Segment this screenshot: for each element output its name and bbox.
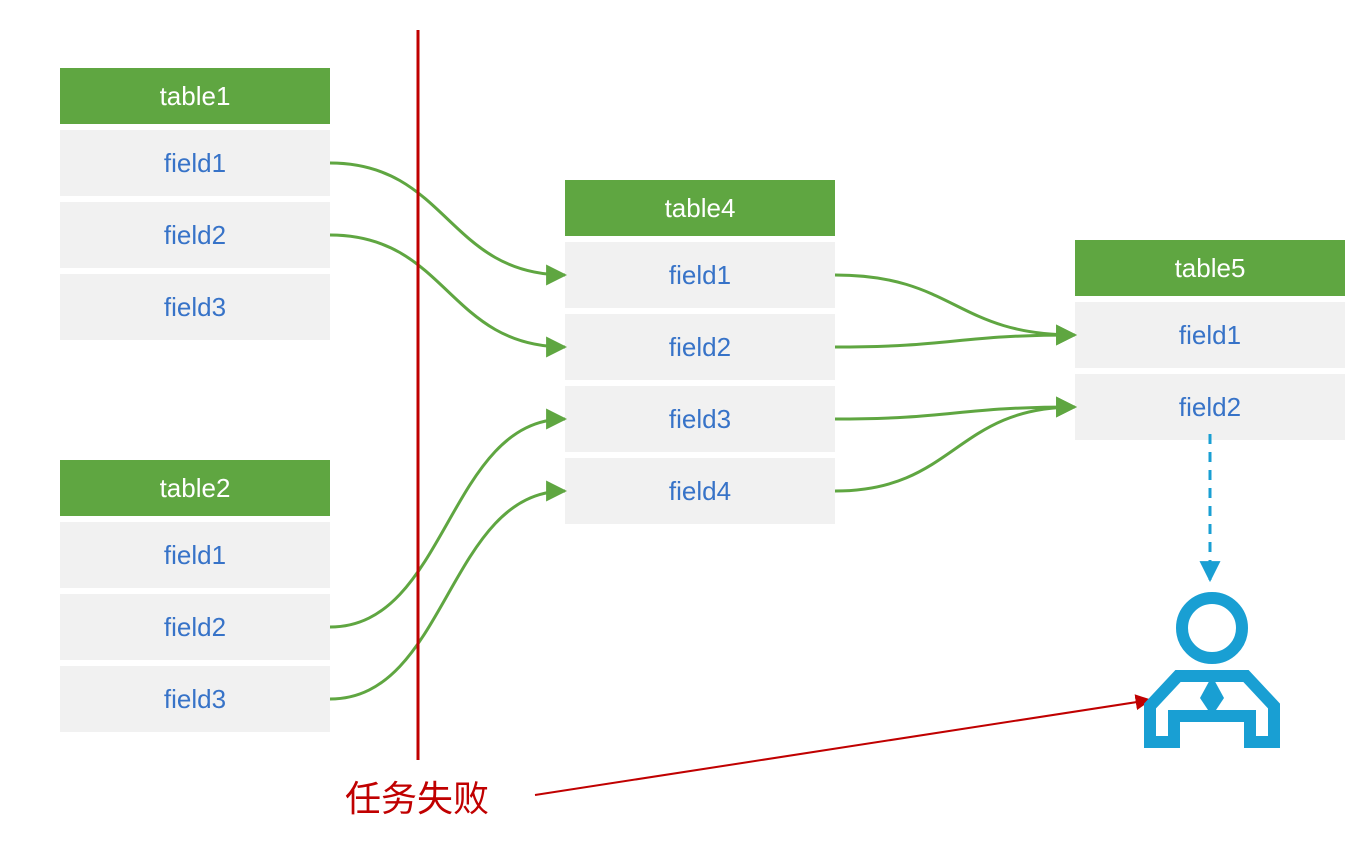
table4-field-field1: field1 <box>565 242 835 308</box>
edge-table2.field2-to-table4.field3 <box>330 419 565 627</box>
table4-field-field4: field4 <box>565 458 835 524</box>
table2-header: table2 <box>60 460 330 516</box>
table5: table5 field1field2 <box>1075 240 1345 440</box>
table2-field-field3: field3 <box>60 666 330 732</box>
edge-table4.field1-to-table5.field1 <box>835 275 1075 335</box>
table1-field-field2: field2 <box>60 202 330 268</box>
edge-table4.field2-to-table5.field1 <box>835 335 1075 347</box>
failure-label: 任务失败 <box>345 770 489 822</box>
failure-to-user-arrow <box>535 700 1150 795</box>
table1: table1 field1field2field3 <box>60 68 330 340</box>
table2-field-field2: field2 <box>60 594 330 660</box>
table1-field-field3: field3 <box>60 274 330 340</box>
table4-field-field2: field2 <box>565 314 835 380</box>
table1-header: table1 <box>60 68 330 124</box>
user-icon <box>1150 598 1274 742</box>
table5-field-field2: field2 <box>1075 374 1345 440</box>
table4: table4 field1field2field3field4 <box>565 180 835 524</box>
edge-table1.field2-to-table4.field2 <box>330 235 565 347</box>
table1-field-field1: field1 <box>60 130 330 196</box>
table2-field-field1: field1 <box>60 522 330 588</box>
edge-table4.field3-to-table5.field2 <box>835 407 1075 419</box>
edge-table1.field1-to-table4.field1 <box>330 163 565 275</box>
table2: table2 field1field2field3 <box>60 460 330 732</box>
edge-table4.field4-to-table5.field2 <box>835 407 1075 491</box>
table4-header: table4 <box>565 180 835 236</box>
edge-table2.field3-to-table4.field4 <box>330 491 565 699</box>
table4-field-field3: field3 <box>565 386 835 452</box>
table5-field-field1: field1 <box>1075 302 1345 368</box>
table5-header: table5 <box>1075 240 1345 296</box>
